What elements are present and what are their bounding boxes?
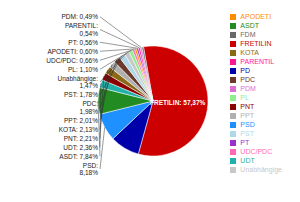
svg-text:KOTA: 2,13%: KOTA: 2,13% (59, 126, 98, 133)
html-text:PD: PD (240, 67, 251, 74)
html-text:Unabhängige: Unabhängige (240, 166, 282, 173)
html-text:PDC: PDC (240, 76, 256, 83)
html-text:ASDT: ASDT (240, 22, 259, 29)
svg-text:FRETILIN: 57,37%: FRETILIN: 57,37% (150, 99, 205, 107)
html-text:APODETI: APODETI (240, 13, 272, 20)
svg-text:PPT: 2,01%: PPT: 2,01% (64, 117, 98, 124)
html-text:KOTA: KOTA (240, 49, 259, 56)
html-text:UDC/PDC: UDC/PDC (240, 148, 273, 155)
html-text:PL: PL (240, 94, 249, 101)
html-text:PSD: PSD (240, 121, 255, 128)
svg-text:PL: 1,10%: PL: 1,10% (68, 66, 98, 73)
svg-text:UDC/PDC: 0,66%: UDC/PDC: 0,66% (46, 57, 98, 64)
html-text:FDM: FDM (240, 31, 256, 38)
html-text:PDM: PDM (240, 85, 256, 92)
svg-text:PST: 1,78%: PST: 1,78% (64, 91, 98, 98)
svg-text:PDC:1,98%: PDC:1,98% (80, 100, 99, 115)
svg-text:PARENTIL:0,54%: PARENTIL:0,54% (65, 22, 98, 37)
html-text:PPT: PPT (240, 112, 254, 119)
svg-text:PNT: 2,21%: PNT: 2,21% (64, 135, 99, 142)
html-text:PST: PST (240, 130, 254, 137)
html-text:UDT: UDT (240, 157, 255, 164)
html-text:PT: PT (240, 139, 250, 146)
svg-text:PSD:8,18%: PSD:8,18% (80, 162, 99, 177)
svg-text:APODETI: 0,60%: APODETI: 0,60% (47, 48, 98, 55)
html-text:FRETILIN: FRETILIN (240, 40, 272, 47)
html-text:PARENTIL: PARENTIL (240, 58, 275, 65)
svg-text:PDM: 0,49%: PDM: 0,49% (62, 13, 99, 20)
svg-text:ASDT: 7,84%: ASDT: 7,84% (59, 153, 98, 160)
svg-text:UDT: 2,36%: UDT: 2,36% (63, 144, 98, 151)
svg-text:Unabhängige:1,47%: Unabhängige:1,47% (58, 75, 99, 90)
html-text:PNT: PNT (240, 103, 255, 110)
svg-text:PT: 0,56%: PT: 0,56% (68, 39, 98, 46)
